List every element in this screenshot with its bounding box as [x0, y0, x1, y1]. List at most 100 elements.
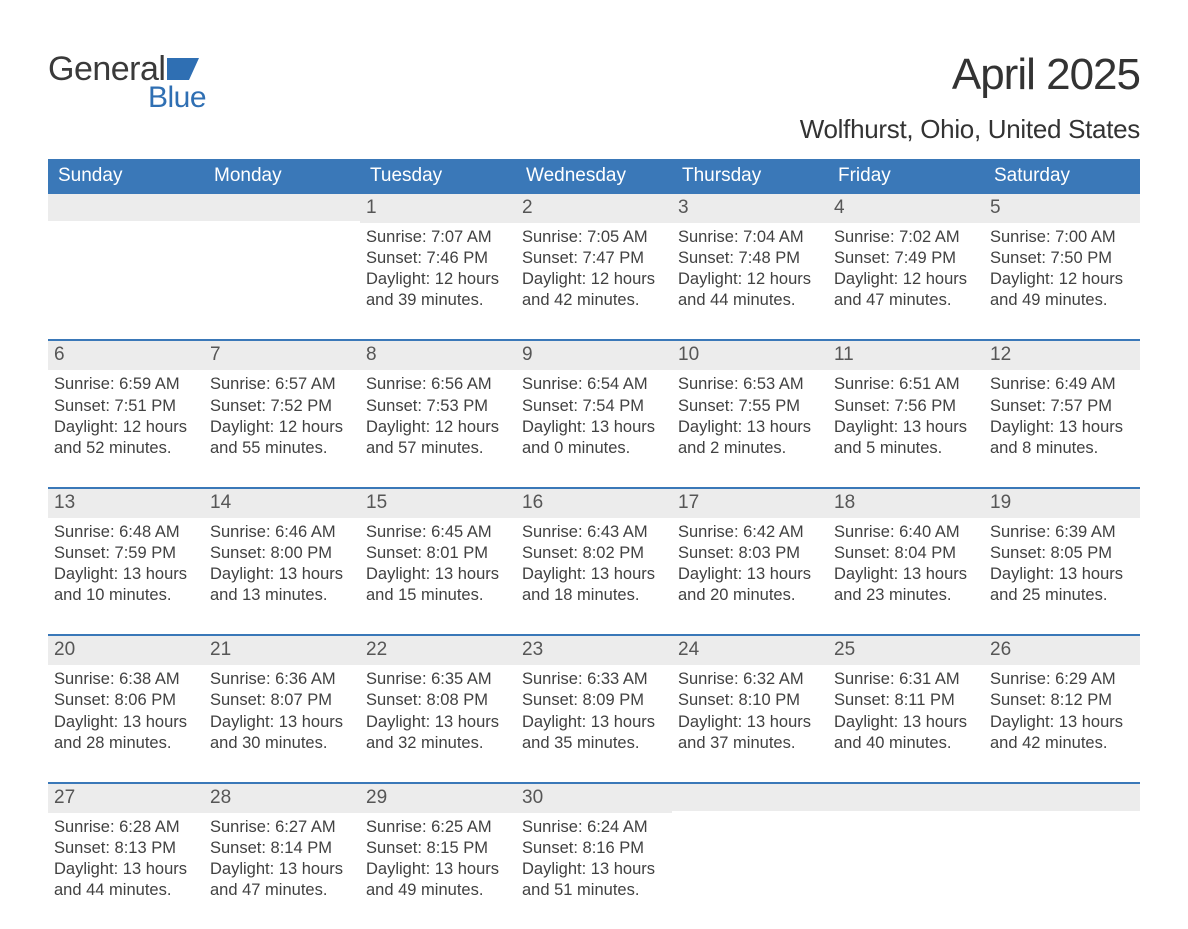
daylight2-text: and 37 minutes.: [678, 733, 822, 754]
day-number: 4: [828, 194, 984, 223]
daylight2-text: and 51 minutes.: [522, 880, 666, 901]
sunset-text: Sunset: 8:10 PM: [678, 690, 822, 711]
sunrise-text: Sunrise: 6:40 AM: [834, 522, 978, 543]
day-body: Sunrise: 6:32 AMSunset: 8:10 PMDaylight:…: [672, 665, 828, 781]
day-body: [204, 221, 360, 321]
daylight2-text: and 57 minutes.: [366, 438, 510, 459]
day-cell: 17Sunrise: 6:42 AMSunset: 8:03 PMDayligh…: [672, 488, 828, 635]
dayhead-sat: Saturday: [984, 159, 1140, 194]
day-number: 6: [48, 341, 204, 370]
day-body: Sunrise: 6:51 AMSunset: 7:56 PMDaylight:…: [828, 370, 984, 486]
day-cell: 30Sunrise: 6:24 AMSunset: 8:16 PMDayligh…: [516, 783, 672, 929]
day-number: 25: [828, 636, 984, 665]
daylight1-text: Daylight: 13 hours: [522, 564, 666, 585]
daylight1-text: Daylight: 13 hours: [834, 712, 978, 733]
day-body: Sunrise: 6:45 AMSunset: 8:01 PMDaylight:…: [360, 518, 516, 634]
daylight1-text: Daylight: 13 hours: [210, 564, 354, 585]
day-number: 17: [672, 489, 828, 518]
day-number: 7: [204, 341, 360, 370]
daylight2-text: and 47 minutes.: [210, 880, 354, 901]
sunrise-text: Sunrise: 6:51 AM: [834, 374, 978, 395]
header: General Blue April 2025 Wolfhurst, Ohio,…: [48, 50, 1140, 145]
day-cell: 20Sunrise: 6:38 AMSunset: 8:06 PMDayligh…: [48, 635, 204, 782]
day-number: 14: [204, 489, 360, 518]
day-cell: 22Sunrise: 6:35 AMSunset: 8:08 PMDayligh…: [360, 635, 516, 782]
daylight1-text: Daylight: 12 hours: [54, 417, 198, 438]
logo-flag-icon: [167, 58, 199, 80]
sunset-text: Sunset: 7:48 PM: [678, 248, 822, 269]
day-cell: 6Sunrise: 6:59 AMSunset: 7:51 PMDaylight…: [48, 340, 204, 487]
day-cell: 9Sunrise: 6:54 AMSunset: 7:54 PMDaylight…: [516, 340, 672, 487]
daylight2-text: and 35 minutes.: [522, 733, 666, 754]
daylight1-text: Daylight: 12 hours: [366, 269, 510, 290]
sunset-text: Sunset: 7:51 PM: [54, 396, 198, 417]
day-number: 24: [672, 636, 828, 665]
daylight2-text: and 47 minutes.: [834, 290, 978, 311]
day-number: 28: [204, 784, 360, 813]
sunrise-text: Sunrise: 6:38 AM: [54, 669, 198, 690]
daylight1-text: Daylight: 12 hours: [990, 269, 1134, 290]
day-body: Sunrise: 6:27 AMSunset: 8:14 PMDaylight:…: [204, 813, 360, 929]
day-number: 13: [48, 489, 204, 518]
day-cell: 29Sunrise: 6:25 AMSunset: 8:15 PMDayligh…: [360, 783, 516, 929]
day-cell: [204, 194, 360, 340]
day-cell: [48, 194, 204, 340]
day-body: [828, 811, 984, 911]
daylight1-text: Daylight: 13 hours: [54, 859, 198, 880]
sunset-text: Sunset: 8:09 PM: [522, 690, 666, 711]
daylight2-text: and 25 minutes.: [990, 585, 1134, 606]
daylight1-text: Daylight: 13 hours: [366, 859, 510, 880]
day-cell: 25Sunrise: 6:31 AMSunset: 8:11 PMDayligh…: [828, 635, 984, 782]
day-number: 22: [360, 636, 516, 665]
day-cell: 2Sunrise: 7:05 AMSunset: 7:47 PMDaylight…: [516, 194, 672, 340]
sunset-text: Sunset: 7:59 PM: [54, 543, 198, 564]
daylight2-text: and 5 minutes.: [834, 438, 978, 459]
day-body: Sunrise: 6:49 AMSunset: 7:57 PMDaylight:…: [984, 370, 1140, 486]
day-body: Sunrise: 6:56 AMSunset: 7:53 PMDaylight:…: [360, 370, 516, 486]
day-number: 21: [204, 636, 360, 665]
day-number: 26: [984, 636, 1140, 665]
sunset-text: Sunset: 8:02 PM: [522, 543, 666, 564]
day-number: [828, 784, 984, 811]
sunrise-text: Sunrise: 7:05 AM: [522, 227, 666, 248]
day-cell: 24Sunrise: 6:32 AMSunset: 8:10 PMDayligh…: [672, 635, 828, 782]
dayhead-wed: Wednesday: [516, 159, 672, 194]
day-cell: 21Sunrise: 6:36 AMSunset: 8:07 PMDayligh…: [204, 635, 360, 782]
daylight1-text: Daylight: 13 hours: [990, 564, 1134, 585]
day-cell: 4Sunrise: 7:02 AMSunset: 7:49 PMDaylight…: [828, 194, 984, 340]
daylight1-text: Daylight: 12 hours: [366, 417, 510, 438]
daylight1-text: Daylight: 13 hours: [366, 564, 510, 585]
daylight1-text: Daylight: 13 hours: [54, 712, 198, 733]
day-cell: 16Sunrise: 6:43 AMSunset: 8:02 PMDayligh…: [516, 488, 672, 635]
day-number: 29: [360, 784, 516, 813]
day-number: 2: [516, 194, 672, 223]
day-body: Sunrise: 7:00 AMSunset: 7:50 PMDaylight:…: [984, 223, 1140, 339]
daylight1-text: Daylight: 13 hours: [210, 859, 354, 880]
sunrise-text: Sunrise: 6:48 AM: [54, 522, 198, 543]
week-row: 13 Sunrise: 6:48 AMSunset: 7:59 PM Dayligh…: [48, 488, 1140, 635]
day-body: [672, 811, 828, 911]
sunrise-text: Sunrise: 6:28 AM: [54, 817, 198, 838]
sunrise-text: Sunrise: 6:57 AM: [210, 374, 354, 395]
day-number: 27: [48, 784, 204, 813]
day-cell: 10Sunrise: 6:53 AMSunset: 7:55 PMDayligh…: [672, 340, 828, 487]
day-cell: 18Sunrise: 6:40 AMSunset: 8:04 PMDayligh…: [828, 488, 984, 635]
sunrise-text: Sunrise: 7:07 AM: [366, 227, 510, 248]
sunset-text: Sunset: 7:54 PM: [522, 396, 666, 417]
sunrise-text: Sunrise: 6:46 AM: [210, 522, 354, 543]
sunrise-text: Sunrise: 6:56 AM: [366, 374, 510, 395]
day-cell: 11Sunrise: 6:51 AMSunset: 7:56 PMDayligh…: [828, 340, 984, 487]
daylight1-text: Daylight: 12 hours: [522, 269, 666, 290]
day-body: Sunrise: 6:40 AMSunset: 8:04 PMDaylight:…: [828, 518, 984, 634]
week-row: 27Sunrise: 6:28 AMSunset: 8:13 PMDayligh…: [48, 783, 1140, 929]
daylight2-text: and 0 minutes.: [522, 438, 666, 459]
day-number: 30: [516, 784, 672, 813]
day-body: Sunrise: 6:59 AMSunset: 7:51 PMDaylight:…: [48, 370, 204, 486]
day-cell: 27Sunrise: 6:28 AMSunset: 8:13 PMDayligh…: [48, 783, 204, 929]
day-body: Sunrise: 6:43 AMSunset: 8:02 PMDaylight:…: [516, 518, 672, 634]
day-cell: 7Sunrise: 6:57 AMSunset: 7:52 PMDaylight…: [204, 340, 360, 487]
title-block: April 2025 Wolfhurst, Ohio, United State…: [800, 50, 1140, 145]
sunrise-text: Sunrise: 6:31 AM: [834, 669, 978, 690]
day-body: Sunrise: 6:57 AMSunset: 7:52 PMDaylight:…: [204, 370, 360, 486]
day-cell: [828, 783, 984, 929]
